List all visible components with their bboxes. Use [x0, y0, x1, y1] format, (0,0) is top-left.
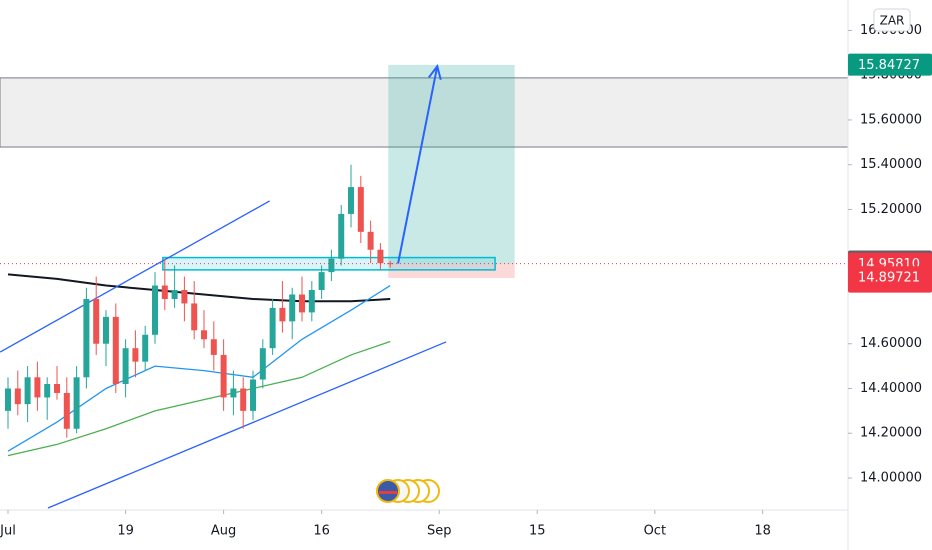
arrow-shaft [397, 66, 439, 264]
indicator-line [47, 341, 447, 509]
x-tick-label: Sep [427, 524, 452, 539]
candle-body [191, 303, 198, 331]
y-tick-label: 15.60000 [860, 112, 922, 127]
x-tick-label: 16 [313, 524, 330, 539]
candle-body [289, 294, 296, 322]
event-icons [376, 479, 440, 503]
indicator-line [7, 340, 391, 457]
x-tick-label: Aug [211, 524, 236, 539]
candle-body [220, 354, 227, 398]
candle-body [4, 388, 11, 411]
arrow-head [428, 63, 442, 81]
price-label: 15.84727 [858, 58, 920, 73]
plot-area [0, 63, 849, 509]
candle-body [171, 290, 178, 299]
candle-body [240, 388, 247, 411]
price-label-bg [848, 53, 932, 76]
currency-badge[interactable] [873, 8, 911, 32]
candle-body [269, 307, 276, 349]
x-tick-label: 15 [529, 524, 546, 539]
candle-body [112, 316, 119, 385]
target-zone [388, 64, 515, 264]
candle-body [279, 307, 286, 322]
candle-body [73, 377, 80, 429]
candle-body [152, 285, 159, 335]
candle-body [299, 294, 306, 313]
y-tick-label: 14.60000 [860, 336, 922, 351]
x-tick-label: 18 [754, 524, 771, 539]
x-tick-label: 19 [117, 524, 134, 539]
flag-stripe [379, 491, 397, 494]
x-tick-label: Oct [644, 524, 666, 539]
candle-body [308, 290, 315, 313]
candle-body [132, 348, 139, 362]
candle-body [210, 339, 217, 355]
candle-body [142, 334, 149, 362]
y-tick-label: 15.20000 [860, 202, 922, 217]
candle-body [161, 285, 168, 299]
candle-body [348, 187, 355, 214]
candle-body [93, 298, 100, 344]
candle-body [259, 348, 266, 380]
candle-body [367, 231, 374, 250]
candle-body [53, 384, 60, 393]
currency: ZAR [880, 14, 905, 28]
candle-body [14, 388, 21, 405]
price-label: 14.89721 [858, 271, 920, 286]
candle-body [63, 392, 70, 429]
x-tick-label: Jul [0, 524, 16, 539]
indicator-line [7, 284, 391, 452]
candle-body [44, 384, 51, 398]
y-tick-label: 14.20000 [860, 426, 922, 441]
candle-body [103, 316, 110, 344]
candle-body [357, 187, 364, 232]
candle-body [230, 388, 237, 398]
indicator-line [7, 273, 391, 303]
candle-body [328, 258, 335, 273]
stop-zone [388, 263, 515, 278]
y-tick-label: 14.40000 [860, 381, 922, 396]
candle-body [338, 213, 345, 259]
candle-body [250, 379, 257, 411]
indicator-line [0, 200, 270, 353]
candle-body [34, 377, 41, 398]
candle-body [24, 377, 31, 405]
candle-body [201, 330, 208, 340]
candle-body [377, 249, 384, 264]
candle-body [83, 298, 90, 378]
candle-body [387, 263, 394, 265]
y-tick-label: 14.00000 [860, 470, 922, 485]
candle-body [181, 290, 188, 304]
price-label-bg [848, 266, 932, 289]
candle-body [122, 348, 129, 385]
candle-body [318, 272, 325, 291]
y-tick-label: 15.40000 [860, 157, 922, 172]
